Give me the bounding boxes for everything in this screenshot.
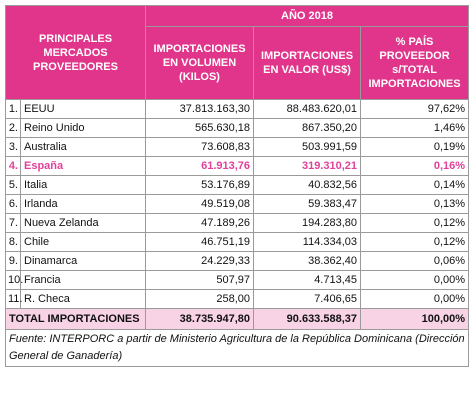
- table-row: 4. España 61.913,76 319.310,21 0,16%: [5, 156, 470, 176]
- table-row: 11. R. Checa 258,00 7.406,65 0,00%: [5, 289, 470, 309]
- country-cell: Irlanda: [19, 194, 147, 214]
- country-cell: R. Checa: [19, 289, 147, 309]
- country-cell: Nueva Zelanda: [19, 213, 147, 233]
- volume-cell: 507,97: [145, 270, 255, 290]
- table-row: 5. Italia 53.176,89 40.832,56 0,14%: [5, 175, 470, 195]
- table-row: 2. Reino Unido 565.630,18 867.350,20 1,46%: [5, 118, 470, 138]
- value-cell: 319.310,21: [253, 156, 362, 176]
- value-cell: 114.334,03: [253, 232, 362, 252]
- country-cell: EEUU: [19, 99, 147, 119]
- country-cell: Chile: [19, 232, 147, 252]
- rank-cell: 10.: [5, 270, 23, 290]
- header-group: AÑO 2018: [145, 5, 470, 27]
- percent-cell: 0,13%: [360, 194, 470, 214]
- rank-cell: 3.: [5, 137, 21, 157]
- volume-cell: 49.519,08: [145, 194, 255, 214]
- percent-cell: 0,00%: [360, 270, 470, 290]
- rank-cell: 5.: [5, 175, 21, 195]
- table-row: 3. Australia 73.608,83 503.991,59 0,19%: [5, 137, 470, 157]
- imports-table: PRINCIPALES MERCADOS PROVEEDORES AÑO 201…: [4, 5, 470, 367]
- rank-cell: 4.: [5, 156, 21, 176]
- value-cell: 867.350,20: [253, 118, 362, 138]
- value-cell: 38.362,40: [253, 251, 362, 271]
- rank-cell: 1.: [5, 99, 21, 119]
- value-cell: 194.283,80: [253, 213, 362, 233]
- country-cell: España: [19, 156, 147, 176]
- table-row: 10. Francia 507,97 4.713,45 0,00%: [5, 270, 470, 290]
- percent-cell: 0,00%: [360, 289, 470, 309]
- volume-cell: 53.176,89: [145, 175, 255, 195]
- rank-cell: 8.: [5, 232, 21, 252]
- percent-cell: 0,19%: [360, 137, 470, 157]
- table-body: 1. EEUU 37.813.163,30 88.483.620,01 97,62% 2.…: [4, 99, 470, 367]
- volume-cell: 46.751,19: [145, 232, 255, 252]
- volume-cell: 565.630,18: [145, 118, 255, 138]
- percent-cell: 0,12%: [360, 232, 470, 252]
- percent-cell: 1,46%: [360, 118, 470, 138]
- value-cell: 7.406,65: [253, 289, 362, 309]
- table-row: 1. EEUU 37.813.163,30 88.483.620,01 97,62%: [5, 99, 470, 119]
- table-row: 6. Irlanda 49.519,08 59.383,47 0,13%: [5, 194, 470, 214]
- volume-cell: 24.229,33: [145, 251, 255, 271]
- volume-cell: 37.813.163,30: [145, 99, 255, 119]
- country-cell: Italia: [19, 175, 147, 195]
- volume-cell: 61.913,76: [145, 156, 255, 176]
- country-cell: Francia: [19, 270, 147, 290]
- percent-cell: 0,12%: [360, 213, 470, 233]
- total-label: TOTAL IMPORTACIONES: [4, 308, 147, 330]
- source-row: Fuente: INTERPORC a partir de Ministerio…: [4, 329, 470, 367]
- rank-cell: 9.: [5, 251, 21, 271]
- volume-cell: 73.608,83: [145, 137, 255, 157]
- source-note: Fuente: INTERPORC a partir de Ministerio…: [4, 329, 470, 367]
- total-cell: 100,00%: [360, 308, 470, 330]
- value-cell: 4.713,45: [253, 270, 362, 290]
- total-row: TOTAL IMPORTACIONES 38.735.947,80 90.633.5…: [4, 308, 470, 330]
- volume-cell: 258,00: [145, 289, 255, 309]
- percent-cell: 97,62%: [360, 99, 470, 119]
- total-cell: 90.633.588,37: [253, 308, 362, 330]
- header-cell: IMPORTACIONES EN VOLUMEN (KILOS): [145, 26, 255, 100]
- header-cell: PRINCIPALES MERCADOS PROVEEDORES: [4, 5, 147, 100]
- table-row: 8. Chile 46.751,19 114.334,03 0,12%: [5, 232, 470, 252]
- table-row: 7. Nueva Zelanda 47.189,26 194.283,80 0,12%: [5, 213, 470, 233]
- percent-cell: 0,16%: [360, 156, 470, 176]
- rank-cell: 7.: [5, 213, 21, 233]
- rank-cell: 2.: [5, 118, 21, 138]
- percent-cell: 0,14%: [360, 175, 470, 195]
- country-cell: Dinamarca: [19, 251, 147, 271]
- value-cell: 503.991,59: [253, 137, 362, 157]
- rank-cell: 11.: [5, 289, 22, 309]
- value-cell: 88.483.620,01: [253, 99, 362, 119]
- value-cell: 59.383,47: [253, 194, 362, 214]
- header-cell: IMPORTACIONES EN VALOR (US$): [253, 26, 362, 100]
- country-cell: Australia: [19, 137, 147, 157]
- percent-cell: 0,06%: [360, 251, 470, 271]
- value-cell: 40.832,56: [253, 175, 362, 195]
- country-cell: Reino Unido: [19, 118, 147, 138]
- volume-cell: 47.189,26: [145, 213, 255, 233]
- header-cell: % PAÍS PROVEEDOR s/TOTAL IMPORTACIONES: [360, 26, 470, 100]
- total-cell: 38.735.947,80: [145, 308, 255, 330]
- rank-cell: 6.: [5, 194, 21, 214]
- table-row: 9. Dinamarca 24.229,33 38.362,40 0,06%: [5, 251, 470, 271]
